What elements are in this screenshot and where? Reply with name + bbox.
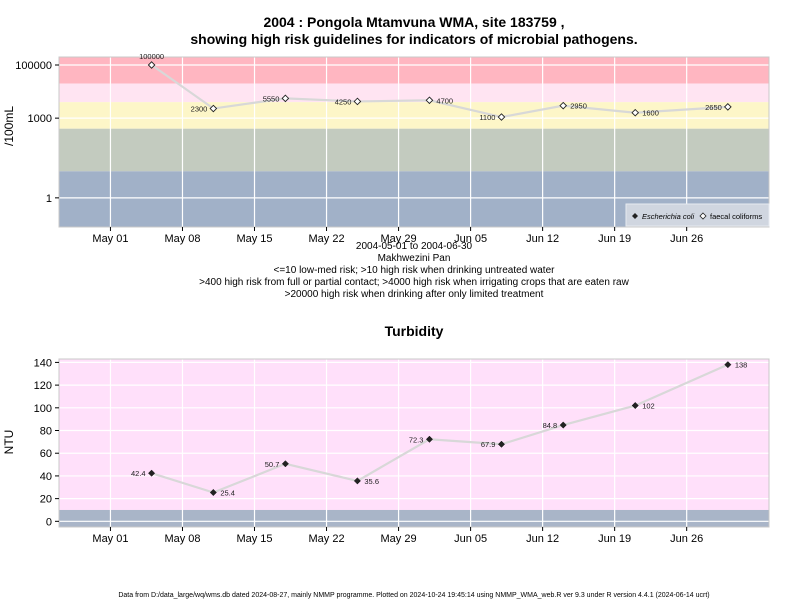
x-tick-label-0: May 01 [92,533,128,545]
x-tick-label-4: May 29 [381,533,417,545]
legend-box [625,203,770,227]
data-point-7 [631,401,639,410]
y-tick-label-1: 1000 [28,113,52,125]
data-point-6 [559,101,568,110]
x-tick-label-1: May 08 [164,533,200,545]
data-label-8: 138 [735,361,748,370]
top-caption-site-name: Makhwezini Pan [378,253,451,264]
footer-note: Data from D:/data_large/wq/wms.db dated … [118,592,709,599]
data-point-0 [148,469,156,477]
data-point-3 [353,97,362,106]
data-point-1 [209,104,218,113]
data-label-0: 100000 [139,52,164,61]
x-tick-label-6: Jun 12 [526,533,559,545]
top-chart-title-line2: showing high risk guidelines for indicat… [190,31,637,47]
bottom-y-axis-label: NTU [2,430,16,455]
x-tick-label-0: May 01 [92,233,128,245]
bottom-chart-title: Turbidity [385,323,444,339]
background-band-1 [59,83,769,103]
data-point-4 [425,96,434,105]
x-tick-label-7: Jun 19 [598,533,631,545]
data-point-2 [281,460,289,468]
x-tick-label-2: May 15 [236,533,272,545]
data-point-4 [425,435,433,443]
data-point-8 [724,103,732,111]
bottom-plot-area: May 01 May 08 May 15 May 22 May 29 Jun 05 Jun … [34,357,770,545]
x-tick-label-6: Jun 12 [526,233,559,245]
plot-frame [58,56,770,228]
background-band-3 [59,128,769,172]
legend-filled-diamond-icon [632,213,638,219]
top-legend: Escherichia coli faecal coliforms [625,203,770,227]
top-y-axis-label: /100mL [2,106,16,146]
background-band-1 [59,509,769,527]
legend-ecoli-label: Escherichia coli [642,212,694,221]
data-point-5 [497,440,506,448]
data-label-7: 102 [642,402,655,411]
data-point-7 [631,108,640,117]
x-tick-label-8: Jun 26 [670,233,703,245]
data-label-5: 67.9 [481,440,496,449]
y-tick-label-7: 140 [34,357,52,369]
background-band-2 [59,102,769,129]
y-tick-label-0: 0 [46,516,52,528]
x-tick-label-8: Jun 26 [670,533,703,545]
x-tick-label-4: May 29 [381,233,417,245]
y-tick-label-2: 40 [40,471,52,483]
data-label-1: 2300 [191,105,208,114]
data-label-5: 1100 [479,113,495,122]
data-label-3: 35.6 [364,477,379,486]
top-caption-date-range: 2004-05-01 to 2004-06-30 [356,241,473,252]
plot-frame [58,358,770,528]
data-label-2: 5550 [263,94,280,103]
y-tick-label-6: 120 [34,380,52,392]
data-point-2 [281,94,290,103]
data-point-3 [353,477,361,485]
data-label-4: 4700 [436,96,453,105]
background-band-0 [59,359,769,510]
y-tick-label-4: 80 [40,426,52,438]
y-tick-label-1: 20 [40,494,52,506]
data-point-1 [209,488,217,497]
top-caption-guideline-2: >400 high risk from full or partial cont… [199,277,629,288]
legend-open-diamond-icon [699,212,707,220]
x-tick-label-1: May 08 [164,233,200,245]
x-tick-label-5: Jun 05 [454,233,487,245]
x-tick-label-3: May 22 [308,533,344,545]
y-tick-label-3: 60 [40,448,52,460]
top-caption-guideline-1: <=10 low-med risk; >10 high risk when dr… [274,265,556,276]
data-label-3: 4250 [335,97,352,106]
y-tick-label-2: 100000 [15,60,52,72]
data-label-4: 72.3 [409,435,424,444]
x-tick-label-5: Jun 05 [454,533,487,545]
legend-faecal-coliforms-label: faecal coliforms [710,212,762,221]
top-chart-title-line1: 2004 : Pongola Mtamvuna WMA, site 183759… [263,14,564,30]
y-tick-label-5: 100 [34,403,52,415]
data-label-0: 42.4 [131,469,146,478]
data-label-6: 84.8 [543,421,558,430]
data-point-5 [497,113,506,121]
data-point-8 [724,361,732,369]
data-point-6 [559,421,567,429]
x-tick-label-2: May 15 [236,233,272,245]
x-tick-label-7: Jun 19 [598,233,631,245]
data-label-1: 25.4 [220,488,235,497]
data-label-2: 50.7 [265,460,280,469]
y-tick-label-0: 1 [46,193,52,205]
top-caption-guideline-3: >20000 high risk when drinking after onl… [285,289,544,300]
data-point-0 [147,61,156,69]
data-label-7: 1600 [642,109,659,118]
background-band-0 [59,57,769,84]
data-label-6: 2950 [570,102,587,111]
x-tick-label-3: May 22 [308,233,344,245]
data-label-8: 2650 [705,103,722,112]
